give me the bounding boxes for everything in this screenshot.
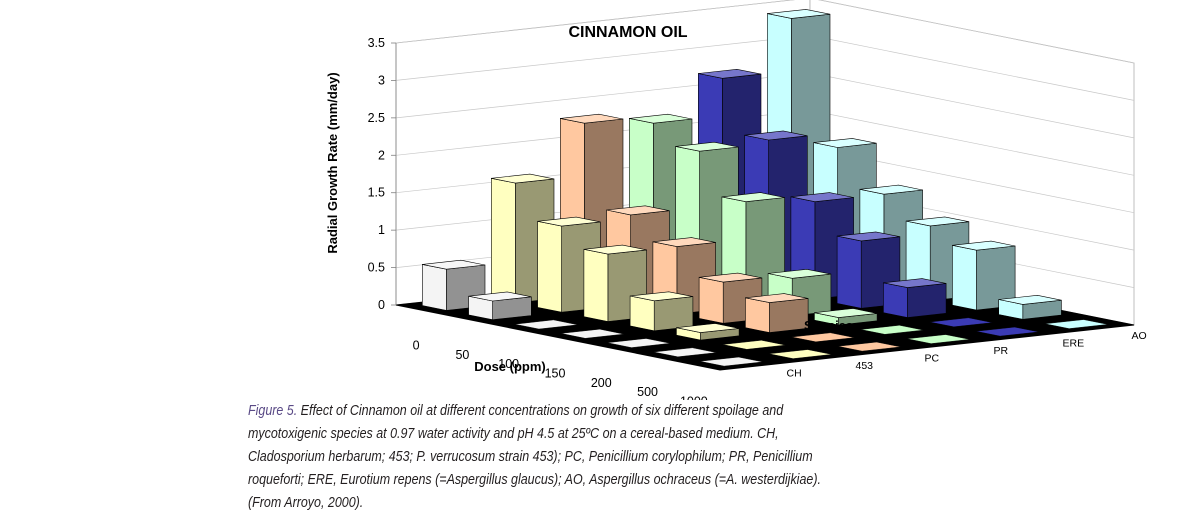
bar-top [721, 192, 785, 203]
bar-ch-200 [607, 338, 671, 348]
bar-ao-500 [998, 294, 1062, 320]
bar-top [883, 278, 947, 288]
caption-text: Effect of Cinnamon oil at different conc… [248, 403, 821, 511]
bars [421, 9, 1108, 367]
bar-front [952, 244, 977, 311]
bar-top [583, 244, 647, 255]
bar-front [883, 282, 908, 318]
bar-front [745, 297, 770, 333]
gridline [395, 0, 1135, 64]
bar-top [468, 291, 532, 302]
bar-side [653, 296, 694, 332]
bar-top [606, 205, 670, 216]
bar-top [537, 216, 601, 227]
z-tick-label: CH [787, 367, 802, 379]
bar-ere-1000 [975, 326, 1039, 337]
y-tick-label: 1.5 [368, 186, 385, 200]
bar-front [698, 276, 724, 324]
x-axis-title: Dose (ppm) [474, 359, 546, 374]
chart: 0 0.5 1 1.5 2 2.5 3 3.5 0 50 100 150 200 500 1000 CH 4… [325, 0, 1147, 400]
x-tick-label: 200 [591, 376, 612, 390]
y-axis-title: Radial Growth Rate (mm/day) [325, 72, 340, 253]
y-tick-label: 0.5 [368, 261, 385, 275]
y-tick-label: 2.5 [368, 111, 385, 125]
bar-top [859, 184, 923, 195]
chart-title: CINNAMON OIL [568, 24, 687, 41]
bar-top [744, 130, 808, 141]
bar-pc-200 [745, 293, 809, 333]
bar-ere-500 [929, 317, 993, 328]
x-tick-label: 100 [498, 357, 519, 371]
bar-front [537, 220, 562, 313]
bar-top [952, 240, 1016, 251]
bar-ao-150 [905, 216, 970, 302]
y-tick-label: 0 [378, 298, 385, 312]
bar-pr-1000 [906, 334, 970, 344]
bar-top [768, 268, 831, 279]
bar-453-150 [629, 291, 694, 332]
bar-pr-200 [814, 308, 878, 326]
bar-top [422, 259, 486, 270]
bar-ao-1000 [1044, 319, 1108, 329]
bar-top [906, 216, 969, 227]
bar-side [769, 298, 809, 333]
bar-ch-50 [468, 291, 532, 321]
bar-ch-150 [561, 328, 624, 339]
bar-front [490, 177, 516, 304]
bar-top [813, 138, 877, 148]
bar-ere-200 [883, 278, 947, 318]
bar-front [421, 264, 447, 311]
bar-top [698, 68, 762, 79]
bar-top [491, 173, 555, 184]
x-tick-label: 150 [545, 367, 566, 381]
bar-ch-1000 [699, 356, 763, 367]
caption-label: Figure 5. [248, 403, 298, 419]
y-tick-label: 3 [378, 73, 385, 87]
bar-top [814, 308, 878, 318]
bar-top [699, 272, 762, 283]
y-tick-label: 2 [378, 148, 385, 162]
bar-ao-200 [952, 240, 1016, 311]
y-tick-label: 1 [378, 223, 385, 237]
bar-top [630, 291, 693, 302]
z-tick-label: ERE [1063, 337, 1085, 349]
bar-top [652, 237, 716, 247]
z-tick-label: PR [994, 345, 1009, 357]
x-tick-label: 0 [413, 339, 420, 353]
bar-453-200 [676, 323, 740, 341]
bar-front [629, 295, 655, 332]
y-tick-label: 3.5 [368, 36, 385, 50]
z-axis-title: Species [804, 318, 853, 333]
y-axis: 0 0.5 1 1.5 2 2.5 3 3.5 [368, 36, 397, 312]
bar-453-500 [722, 340, 786, 350]
bar-ch-500 [653, 347, 717, 358]
bar-top [675, 141, 739, 152]
z-axis: CH 453 PC PR ERE AO [787, 330, 1147, 380]
bar-pr-500 [860, 325, 924, 335]
z-tick-label: 453 [856, 360, 874, 372]
x-tick-label: 500 [637, 385, 658, 399]
x-tick-label: 1000 [680, 394, 708, 400]
bar-pc-500 [791, 332, 855, 343]
bar-top [676, 323, 740, 333]
bar-top [629, 113, 693, 124]
bar-front [583, 248, 609, 322]
figure-caption: Figure 5. Effect of Cinnamon oil at diff… [248, 400, 833, 515]
z-tick-label: AO [1132, 330, 1147, 342]
bar-top [745, 293, 809, 303]
bar-side [907, 283, 947, 318]
bar-top [837, 231, 900, 242]
bar-453-1000 [768, 349, 832, 359]
bar-top [767, 9, 831, 19]
x-axis: 0 50 100 150 200 500 1000 [413, 339, 708, 400]
bar-pc-1000 [837, 341, 901, 352]
bar-ch-100 [514, 319, 578, 330]
bar-top [790, 192, 854, 203]
bar-front [836, 235, 862, 309]
bar-top [560, 113, 624, 124]
x-tick-label: 50 [455, 348, 469, 362]
bar-top [998, 294, 1062, 305]
z-tick-label: PC [925, 352, 940, 364]
